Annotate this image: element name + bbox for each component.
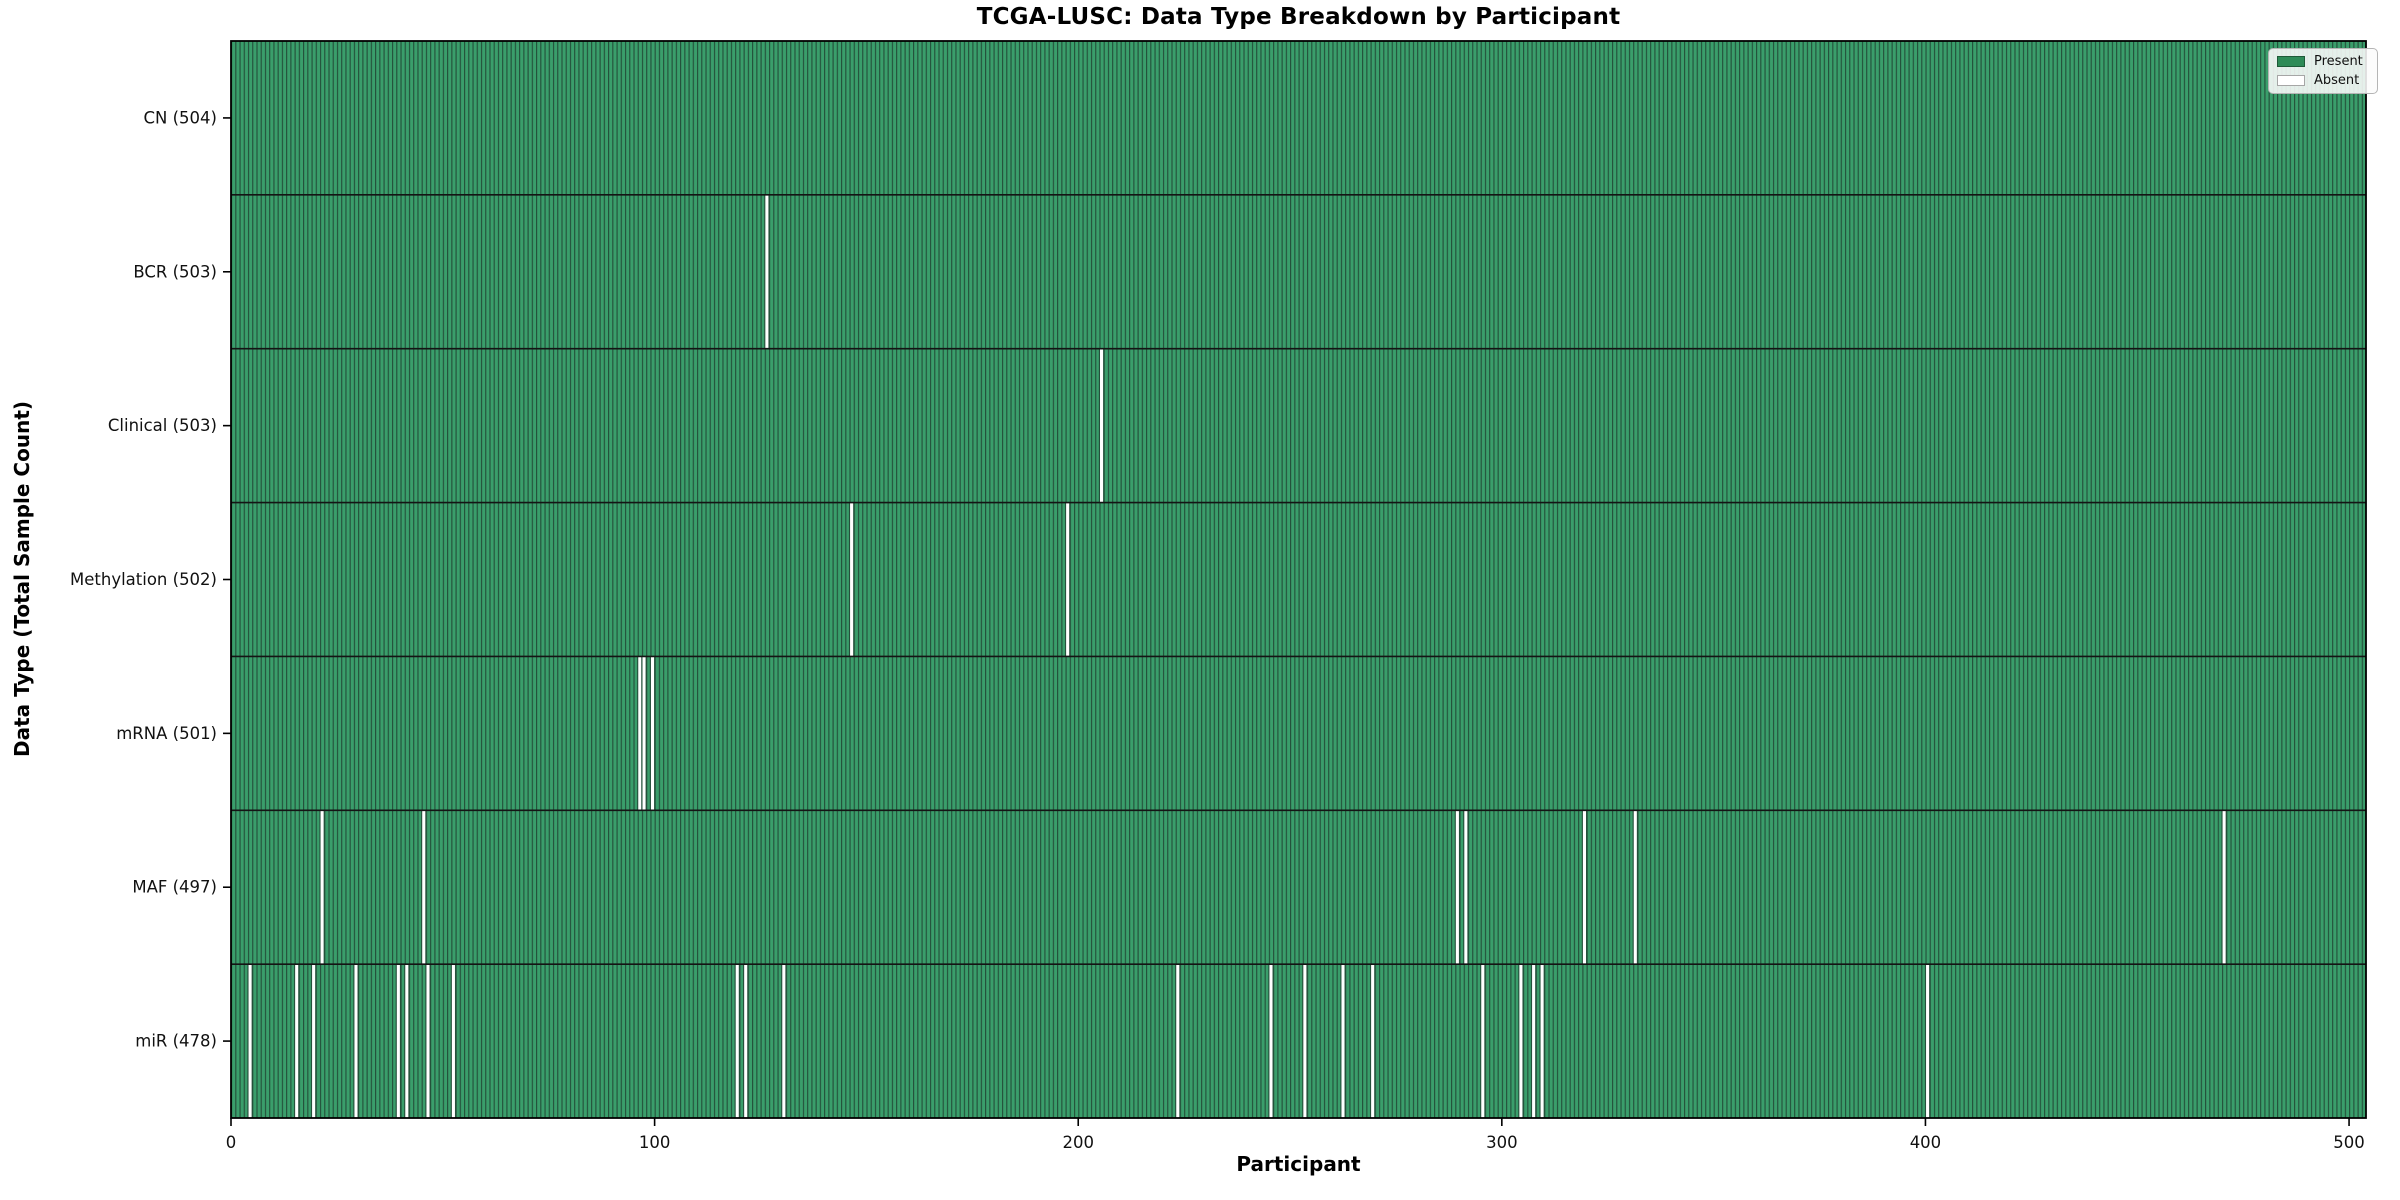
y-tick-label-CN: CN (504) [144,108,217,127]
absent-bar-mRNA-97 [641,656,647,811]
legend-swatch-absent-icon [2277,75,2305,86]
x-tick-label: 200 [1062,1133,1094,1152]
x-tick-label: 400 [1910,1133,1942,1152]
x-tick-label: 500 [2333,1133,2365,1152]
absent-bar-mRNA-96 [637,656,642,811]
x-tick-label: 300 [1486,1133,1518,1152]
absent-bar-miR-130 [781,964,786,1118]
y-tick-label-mRNA: mRNA (501) [116,724,217,743]
absent-bar-miR-46 [425,964,431,1118]
legend: Present Absent [2268,48,2378,94]
absent-bar-miR-307 [1531,964,1536,1118]
x-axis-label: Participant [1236,1152,1361,1176]
legend-swatch-present-icon [2277,56,2305,67]
absent-bar-miR-52 [451,964,456,1118]
absent-bar-miR-262 [1340,964,1346,1118]
y-tick-label-miR: miR (478) [135,1032,217,1051]
absent-bar-BCR-126 [764,194,769,349]
absent-bar-miR-245 [1268,964,1274,1118]
y-tick-label-Methylation: Methylation (502) [70,570,217,589]
chart-title: TCGA-LUSC: Data Type Breakdown by Partic… [976,4,1621,30]
absent-bar-MAF-45 [421,810,426,965]
absent-bar-MAF-470 [2221,810,2227,965]
absent-bar-miR-119 [735,964,740,1118]
x-tick-label: 0 [226,1133,237,1152]
absent-bar-miR-309 [1539,964,1545,1118]
absent-bar-miR-400 [1925,964,1930,1118]
absent-bar-mRNA-99 [650,656,655,811]
absent-bar-Clinical-205 [1099,348,1104,503]
absent-bar-miR-304 [1518,964,1524,1118]
absent-bar-miR-39 [396,964,401,1118]
absent-bar-miR-121 [743,964,748,1118]
absent-bar-miR-269 [1370,964,1375,1118]
present-bars-field [231,41,2366,1118]
absent-bar-miR-223 [1175,964,1180,1118]
legend-item-present: Present [2277,55,2369,68]
absent-bar-miR-41 [404,964,409,1118]
absent-bar-miR-295 [1480,964,1485,1118]
absent-bar-miR-19 [311,964,316,1118]
legend-label-absent: Absent [2314,73,2360,88]
plot-border [230,40,2367,1119]
absent-bar-MAF-289 [1455,810,1460,965]
y-tick-label-BCR: BCR (503) [133,262,217,281]
legend-label-present: Present [2314,54,2363,69]
y-tick-label-MAF: MAF (497) [132,878,217,897]
absent-bar-MAF-331 [1633,810,1638,965]
absent-bar-MAF-319 [1582,810,1587,965]
absent-bar-miR-4 [247,964,253,1118]
absent-bar-miR-253 [1302,964,1307,1118]
absent-bar-Methylation-146 [849,502,854,657]
absent-bar-Methylation-197 [1065,502,1070,657]
absent-bar-MAF-291 [1463,810,1468,965]
x-tick-label: 100 [639,1133,671,1152]
y-tick-label-Clinical: Clinical (503) [108,416,217,435]
legend-item-absent: Absent [2277,74,2369,87]
absent-bar-miR-15 [294,964,299,1118]
absent-bar-miR-29 [353,964,359,1118]
absent-bar-MAF-21 [319,810,325,965]
